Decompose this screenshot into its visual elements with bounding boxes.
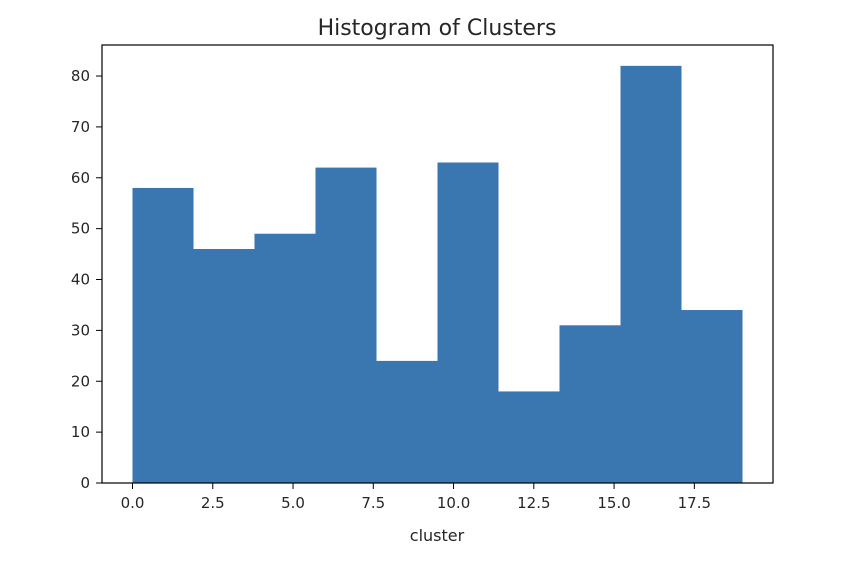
x-tick-label: 7.5 bbox=[361, 494, 385, 512]
plot-frame bbox=[101, 44, 774, 484]
x-tick-label: 10.0 bbox=[437, 494, 470, 512]
y-tick-label: 70 bbox=[71, 118, 90, 136]
y-tick-label: 30 bbox=[71, 321, 90, 339]
histogram-bar-4 bbox=[376, 360, 438, 483]
histogram-bar-6 bbox=[498, 391, 560, 483]
y-tick-label: 80 bbox=[71, 67, 90, 85]
chart-title: Histogram of Clusters bbox=[318, 16, 557, 41]
histogram-bar-0 bbox=[132, 187, 194, 483]
histogram-bar-5 bbox=[437, 162, 499, 483]
x-tick-label: 0.0 bbox=[121, 494, 145, 512]
bars-group bbox=[132, 65, 743, 483]
y-axis: 0 10 20 30 40 50 60 70 80 bbox=[71, 67, 102, 492]
y-tick-label: 60 bbox=[71, 169, 90, 187]
x-tick-label: 17.5 bbox=[678, 494, 711, 512]
x-axis-label: cluster bbox=[410, 526, 465, 545]
histogram-bar-8 bbox=[620, 65, 682, 483]
histogram-bar-9 bbox=[681, 310, 743, 483]
histogram-bar-2 bbox=[254, 233, 316, 483]
x-tick-label: 2.5 bbox=[201, 494, 225, 512]
y-tick-label: 20 bbox=[71, 372, 90, 390]
y-tick-label: 10 bbox=[71, 423, 90, 441]
histogram-bar-1 bbox=[193, 248, 255, 483]
x-tick-label: 15.0 bbox=[597, 494, 630, 512]
y-tick-label: 50 bbox=[71, 220, 90, 238]
x-tick-label: 5.0 bbox=[281, 494, 305, 512]
histogram-bar-7 bbox=[559, 325, 621, 483]
histogram-bar-3 bbox=[315, 167, 377, 483]
x-axis: 0.0 2.5 5.0 7.5 10.0 12.5 15.0 17.5 bbox=[121, 483, 711, 512]
y-tick-label: 40 bbox=[71, 271, 90, 289]
x-tick-label: 12.5 bbox=[517, 494, 550, 512]
y-tick-label: 0 bbox=[80, 474, 90, 492]
